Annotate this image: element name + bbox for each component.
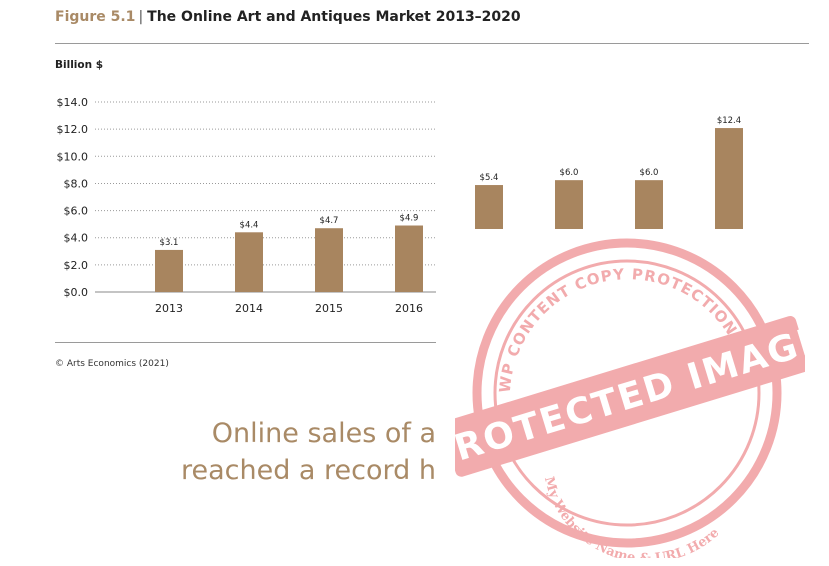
bottom-divider [55, 342, 436, 343]
y-tick-label: $0.0 [64, 286, 89, 299]
y-tick-label: $10.0 [57, 150, 89, 163]
figure-header: Figure 5.1 | The Online Art and Antiques M… [55, 9, 521, 25]
bar-2016 [395, 225, 423, 292]
x-tick-label-2015: 2015 [315, 302, 343, 315]
bar-2014 [235, 232, 263, 292]
value-label-2017: $5.4 [480, 173, 499, 183]
y-tick-label: $6.0 [64, 205, 89, 218]
value-label-2013: $3.1 [160, 238, 179, 248]
bar-2019 [635, 180, 663, 229]
x-tick-label-2016: 2016 [395, 302, 423, 315]
intro-line-2: reached a record h [180, 455, 436, 480]
stamp-band [455, 316, 805, 477]
gridlines [95, 101, 436, 293]
y-tick-label: $8.0 [64, 177, 89, 190]
x-tick-label-2013: 2013 [155, 302, 183, 315]
value-label-2015: $4.7 [320, 216, 339, 226]
stamp-outer-ring [472, 238, 782, 548]
stamp-band-text: PROTECTED IMAGE [455, 318, 805, 478]
figure-number: Figure 5.1 [55, 9, 136, 25]
top-divider [55, 43, 809, 44]
value-label-2019: $6.0 [640, 168, 659, 178]
y-tick-label: $2.0 [64, 259, 89, 272]
value-label-2020: $12.4 [717, 116, 741, 126]
bar-2015 [315, 228, 343, 292]
x-axis-labels: 2013 2014 2015 2016 [155, 302, 423, 315]
y-tick-label: $4.0 [64, 232, 89, 245]
bar-2013 [155, 249, 183, 292]
y-tick-label: $14.0 [57, 96, 89, 109]
source-note: © Arts Economics (2021) [55, 359, 169, 369]
value-labels: $3.1 $4.4 $4.7 $4.9 $5.4 $6.0 $6.0 $12.4 [160, 116, 742, 248]
intro-text: Online sales of a reached a record h [0, 0, 436, 480]
watermark-stamp: WP CONTENT COPY PROTECTION PLUGIN PROTEC… [455, 228, 805, 558]
unit-label: Billion $ [55, 59, 104, 71]
y-tick-label: $12.0 [57, 123, 89, 136]
intro-line-1: Online sales of a [211, 418, 436, 449]
value-label-2016: $4.9 [400, 214, 419, 224]
figure-separator: | [138, 9, 144, 25]
x-tick-label-2014: 2014 [235, 302, 263, 315]
figure-title: The Online Art and Antiques Market 2013–… [147, 9, 521, 25]
stamp-inner-ring [493, 259, 761, 527]
value-label-2018: $6.0 [560, 168, 579, 178]
y-axis-ticks: $0.0 $2.0 $4.0 $6.0 $8.0 $10.0 $12.0 $14.0 [57, 96, 89, 299]
value-label-2014: $4.4 [240, 220, 259, 230]
bar-2018 [555, 180, 583, 229]
bar-2020 [715, 128, 743, 229]
bar-2017 [475, 185, 503, 229]
bars [155, 128, 743, 292]
